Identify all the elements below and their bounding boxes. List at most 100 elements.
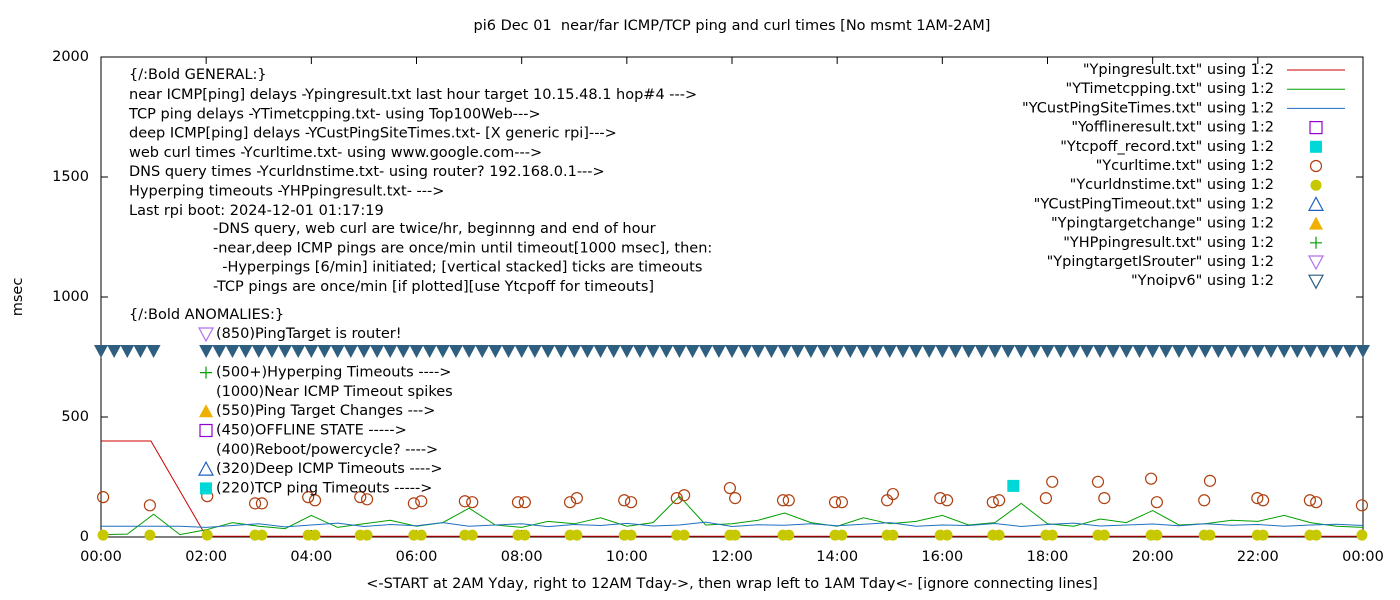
data-point [1356,345,1370,358]
y-axis-label: msec [10,278,26,317]
data-point [518,496,531,509]
annotation-line: DNS query times -Ycurldnstime.txt- using… [129,164,605,180]
data-point [725,345,739,358]
legend-label: "Ytcpoff_record.txt" using 1:2 [1060,139,1274,155]
series-line [101,521,1364,528]
data-point [144,529,156,541]
annotation-line: deep ICMP[ping] delays -YCustPingSiteTim… [129,126,617,142]
data-point [934,492,947,505]
data-point [422,345,437,358]
data-point [448,345,463,358]
data-point [519,529,531,541]
data-point [776,494,790,507]
data-point [1098,529,1110,541]
data-point [475,345,490,358]
legend-label: "Ypingtargetchange" using 1:2 [1051,216,1274,232]
anomaly-symbol [200,482,212,495]
data-point [948,345,963,358]
data-point [698,345,713,358]
data-point [1316,345,1331,358]
data-point [251,345,266,358]
data-point [856,345,871,358]
annotation-line: TCP ping delays -YTimetcpping.txt- using… [128,106,541,122]
data-point [407,497,420,510]
note-line: -near,deep ICMP pings are once/min until… [213,240,712,256]
legend-swatch [1309,159,1323,173]
data-point [619,345,634,358]
x-tick-label: 06:00 [396,549,438,565]
data-point [488,345,503,358]
anomalies-title: {/:Bold ANOMALIES:} [129,307,284,323]
legend-label: "YTimetcpping.txt" using 1:2 [1066,81,1274,97]
x-tick-label: 10:00 [606,549,648,565]
data-point [356,345,371,358]
data-point [1106,345,1121,358]
data-point [1171,345,1186,358]
data-point [415,529,427,541]
data-point [738,345,753,358]
annotation-line: Hyperping timeouts -YHPpingresult.txt- -… [129,184,444,200]
data-point [1251,492,1264,505]
legend-label: "YpingtargetISrouter" using 1:2 [1047,254,1274,270]
data-point [466,529,478,541]
data-point [941,529,953,541]
data-point [751,345,766,358]
legend-label: "Yofflineresult.txt" using 1:2 [1071,120,1274,136]
y-tick-label: 1500 [52,169,89,185]
data-point [317,345,332,358]
data-point [618,494,631,507]
data-point [1119,345,1134,358]
data-point [540,345,555,358]
anomaly-line: (320)Deep ICMP Timeouts ----> [216,461,443,477]
data-point [685,345,700,358]
data-point [291,345,306,358]
anomaly-line: (220)TCP ping Timeouts -----> [216,480,432,496]
data-point [1185,345,1200,358]
data-point [1303,345,1318,358]
series-line [100,495,1364,536]
data-point [974,345,989,358]
legend-label: "Ypingresult.txt" using 1:2 [1083,62,1274,78]
data-point [803,345,818,358]
x-tick-label: 00:00 [80,549,122,565]
data-point [1277,345,1292,358]
data-point [1040,345,1055,358]
data-point [624,496,638,509]
anomaly-symbol [199,423,213,438]
data-point [360,493,374,506]
data-point [670,492,683,505]
data-point [783,529,795,541]
data-point [593,345,608,358]
data-point [563,496,577,509]
legend-swatch [1307,274,1325,290]
data-point [1158,345,1173,358]
anomaly-symbol [197,460,215,476]
legend-label: "YHPpingresult.txt" using 1:2 [1063,235,1274,251]
data-point [143,499,157,512]
legend-swatch [1310,179,1322,191]
anomaly-line: (1000)Near ICMP Timeout spikes [216,384,453,400]
data-point [1198,494,1211,507]
data-point [511,496,525,509]
data-point [625,529,637,541]
legend-label: "Ycurltime.txt" using 1:2 [1096,158,1274,174]
data-point [462,345,477,358]
data-point [986,496,999,509]
data-point [606,345,621,358]
data-point [302,491,315,504]
data-point [922,345,937,358]
anomaly-line: (550)Ping Target Changes ---> [216,403,435,419]
data-point [1151,529,1163,541]
x-axis-label: <-START at 2AM Yday, right to 12AM Tday-… [366,576,1098,592]
data-point [354,491,367,504]
data-point [1356,529,1368,541]
x-tick-label: 18:00 [1027,549,1069,565]
data-point [790,345,805,358]
data-point [961,345,976,358]
data-point [1263,345,1278,358]
data-point [632,345,647,358]
data-point [264,345,279,358]
data-point [935,345,950,358]
data-point [1257,529,1269,541]
